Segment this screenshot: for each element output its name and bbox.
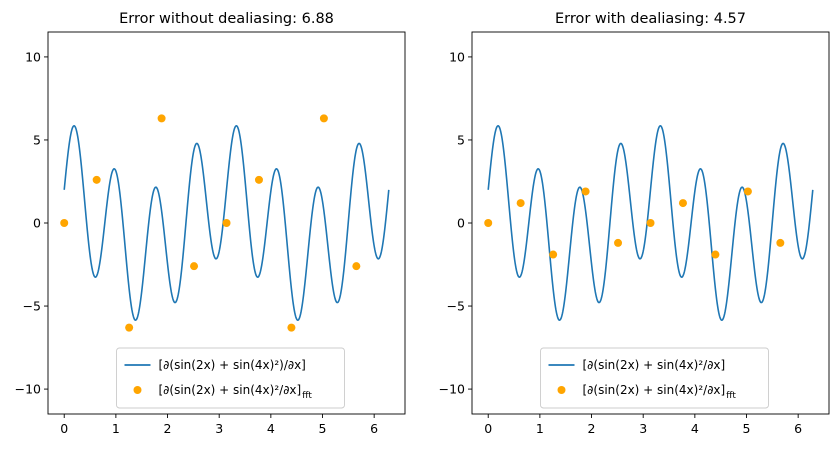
scatter-point-fft — [581, 187, 590, 196]
scatter-point-fft — [776, 238, 785, 247]
scatter-point-fft — [60, 219, 69, 227]
legend-label-fft-subscript: fft — [726, 391, 736, 401]
legend-box — [540, 347, 769, 409]
y-tick-label: −5 — [447, 299, 465, 314]
y-tick-label: 10 — [25, 49, 41, 64]
x-tick-label: 2 — [164, 421, 172, 436]
scatter-point-fft — [614, 238, 623, 247]
x-tick-label: 4 — [691, 421, 699, 436]
x-tick-label: 2 — [588, 421, 596, 436]
legend: [∂(sin(2x) + sin(4x)²/∂x] [∂(sin(2x) + si… — [540, 347, 769, 409]
x-tick-label: 0 — [484, 421, 492, 436]
scatter-point-fft — [549, 250, 558, 259]
scatter-point-fft — [125, 323, 134, 332]
scatter-point-fft — [319, 114, 328, 123]
y-tick-label: −5 — [23, 299, 41, 314]
scatter-point-fft — [743, 187, 752, 196]
series-line-exact-derivative — [63, 124, 390, 322]
scatter-point-fft — [484, 219, 493, 227]
legend-label-fft: [∂(sin(2x) + sin(4x)²/∂x] — [583, 383, 726, 397]
x-tick-label: 3 — [215, 421, 223, 436]
scatter-point-fft — [190, 262, 199, 271]
y-tick-label: 5 — [33, 132, 41, 147]
legend-marker-swatch — [133, 386, 142, 394]
scatter-point-fft — [352, 262, 361, 271]
y-tick-label: 5 — [457, 132, 465, 147]
x-tick-label: 5 — [319, 421, 327, 436]
series-line-exact-derivative — [487, 124, 814, 322]
x-tick-label: 0 — [60, 421, 68, 436]
legend-label-exact: [∂(sin(2x) + sin(4x)²/∂x] — [583, 358, 726, 372]
legend: [∂(sin(2x) + sin(4x)²)/∂x] [∂(sin(2x) + s… — [116, 347, 345, 409]
y-tick-label: 0 — [457, 216, 465, 231]
chart-title: Error with dealiasing: 4.57 — [555, 11, 746, 27]
x-tick-label: 3 — [639, 421, 647, 436]
x-tick-label: 6 — [794, 421, 802, 436]
legend-label-fft-subscript: fft — [302, 391, 312, 401]
subplot-without-dealiasing: Error without dealiasing: 6.88 0 1 2 3 4 5 6 −10… — [15, 11, 406, 436]
x-tick-label: 4 — [267, 421, 275, 436]
legend-marker-swatch — [557, 386, 566, 394]
y-tick-label: 0 — [33, 216, 41, 231]
scatter-point-fft — [711, 250, 720, 259]
scatter-point-fft — [92, 175, 101, 184]
scatter-point-fft — [646, 219, 655, 227]
legend-label-fft: [∂(sin(2x) + sin(4x)²/∂x] — [159, 383, 302, 397]
legend-box — [116, 347, 345, 409]
x-tick-label: 6 — [370, 421, 378, 436]
scatter-point-fft — [516, 199, 525, 208]
legend-label-exact: [∂(sin(2x) + sin(4x)²)/∂x] — [159, 358, 306, 372]
subplot-with-dealiasing: Error with dealiasing: 4.57 0 1 2 3 4 5 6 −10 −5 0… — [439, 11, 830, 436]
x-tick-label: 1 — [536, 421, 544, 436]
chart-title: Error without dealiasing: 6.88 — [119, 11, 334, 27]
scatter-point-fft — [678, 199, 687, 208]
scatter-point-fft — [254, 175, 263, 184]
x-tick-label: 1 — [112, 421, 120, 436]
scatter-point-fft — [157, 114, 166, 123]
scatter-point-fft — [287, 323, 296, 332]
y-tick-label: −10 — [439, 382, 465, 397]
y-tick-label: −10 — [15, 382, 41, 397]
scatter-point-fft — [222, 219, 231, 227]
x-tick-label: 5 — [743, 421, 751, 436]
y-tick-label: 10 — [449, 49, 465, 64]
